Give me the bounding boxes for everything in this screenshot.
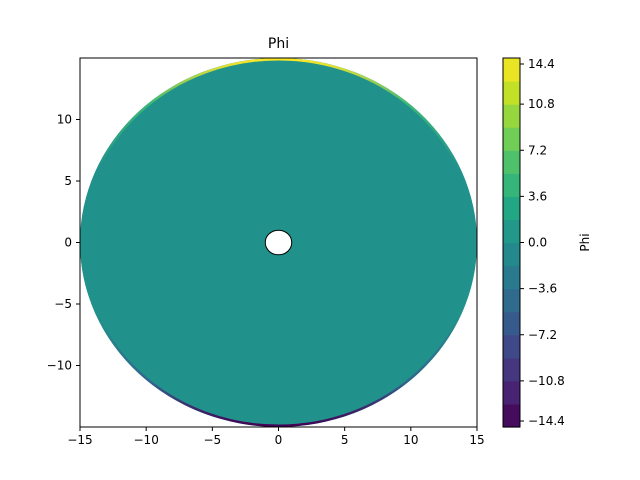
y-tick-label: 5 bbox=[64, 174, 72, 188]
colorbar-tick-label: 0.0 bbox=[528, 236, 547, 250]
colorbar-tick-label: −3.6 bbox=[528, 282, 557, 296]
colorbar-segment bbox=[503, 196, 520, 221]
x-tick-label: 15 bbox=[469, 433, 484, 447]
field-rim bbox=[80, 58, 477, 427]
colorbar-segment bbox=[503, 288, 520, 313]
y-tick-label: −10 bbox=[47, 359, 72, 373]
x-tick-label: 10 bbox=[403, 433, 418, 447]
x-tick-label: −10 bbox=[134, 433, 159, 447]
colorbar-segment bbox=[503, 173, 520, 197]
inner-hole bbox=[264, 229, 293, 256]
colorbar-segment bbox=[503, 150, 520, 174]
colorbar-segment bbox=[503, 242, 520, 267]
colorbar-tick-label: 14.4 bbox=[528, 57, 555, 71]
colorbar-segment bbox=[503, 311, 520, 336]
y-tick-label: −5 bbox=[54, 297, 72, 311]
colorbar-segment bbox=[503, 104, 520, 128]
colorbar-segment bbox=[503, 380, 520, 405]
chart-title: Phi bbox=[268, 36, 289, 52]
y-tick-label: 0 bbox=[64, 236, 72, 250]
colorbar: −14.4 −10.8 −7.2 −3.6 0.0 3.6 7.2 10.8 14.4 bbox=[502, 57, 565, 428]
colorbar-label: Phi bbox=[578, 233, 592, 251]
colorbar-tick-label: 7.2 bbox=[528, 143, 547, 157]
colorbar-segment bbox=[503, 58, 520, 82]
x-tick-label: 5 bbox=[341, 433, 349, 447]
phi-field bbox=[80, 58, 477, 427]
y-axis: −10 −5 0 5 10 bbox=[47, 113, 80, 373]
x-tick-label: −5 bbox=[203, 433, 221, 447]
x-tick-label: −15 bbox=[67, 433, 92, 447]
colorbar-tick-label: 10.8 bbox=[528, 97, 555, 111]
colorbar-segment bbox=[503, 403, 520, 428]
y-tick-label: 10 bbox=[57, 113, 72, 127]
colorbar-segment bbox=[503, 81, 520, 105]
colorbar-segment bbox=[503, 127, 520, 151]
plot-area bbox=[80, 58, 477, 427]
colorbar-tick-label: −10.8 bbox=[528, 374, 565, 388]
x-axis: −15 −10 −5 0 5 10 15 bbox=[67, 427, 485, 447]
colorbar-segment bbox=[503, 265, 520, 290]
colorbar-segment bbox=[503, 219, 520, 244]
colorbar-tick-label: 3.6 bbox=[528, 189, 547, 203]
colorbar-segment bbox=[503, 357, 520, 382]
x-tick-label: 0 bbox=[275, 433, 283, 447]
colorbar-tick-label: −14.4 bbox=[528, 414, 565, 428]
colorbar-segment bbox=[503, 334, 520, 359]
colorbar-tick-label: −7.2 bbox=[528, 328, 557, 342]
